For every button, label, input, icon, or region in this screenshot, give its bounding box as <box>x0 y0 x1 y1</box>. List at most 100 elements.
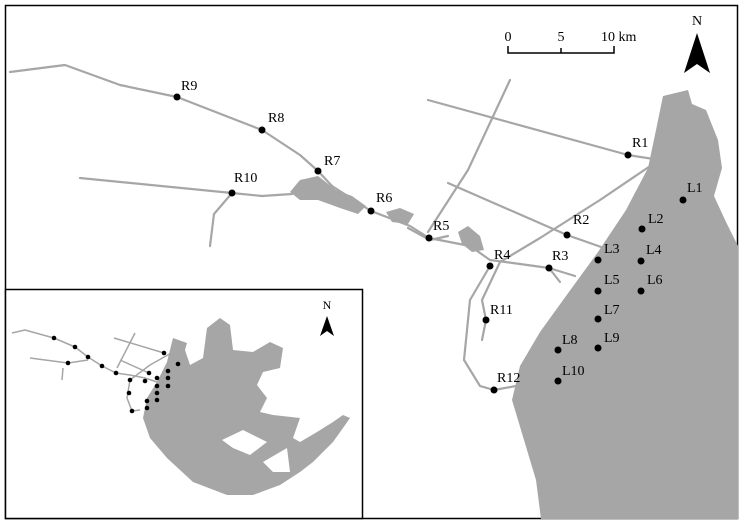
inset-north-arrow-icon: N <box>320 298 334 336</box>
inset-station-marker <box>51 335 57 341</box>
station-label: R2 <box>573 213 589 228</box>
inset-lake-polygon <box>143 318 350 495</box>
station-r5: R5 <box>425 219 449 242</box>
inset-station-marker <box>144 405 150 411</box>
station-r11: R11 <box>482 303 513 324</box>
inset-station-marker <box>65 360 71 366</box>
station-label: L10 <box>562 364 585 379</box>
inset-station-marker <box>142 378 148 384</box>
station-l8: L8 <box>554 333 578 354</box>
station-l7: L7 <box>594 303 620 323</box>
station-marker <box>545 264 553 272</box>
scale-tick-0: 0 <box>505 30 512 45</box>
station-label: R1 <box>632 136 648 151</box>
station-label: L7 <box>604 303 620 318</box>
station-marker <box>594 256 602 264</box>
north-label: N <box>692 14 702 29</box>
station-marker <box>425 234 433 242</box>
river-line <box>330 184 577 278</box>
scale-tick-5: 5 <box>558 30 565 45</box>
river-line <box>426 78 512 234</box>
station-marker <box>594 287 602 295</box>
station-l5: L5 <box>594 273 620 295</box>
station-marker <box>638 225 646 233</box>
station-r10: R10 <box>228 171 257 197</box>
river-line <box>208 191 234 248</box>
station-r9: R9 <box>173 79 197 101</box>
north-arrow-icon: N <box>684 14 710 73</box>
station-marker <box>594 315 602 323</box>
station-marker <box>554 377 562 385</box>
station-l9: L9 <box>594 331 620 352</box>
station-marker <box>637 257 645 265</box>
station-label: R6 <box>376 191 392 206</box>
station-l10: L10 <box>554 364 585 385</box>
inset-station-marker <box>129 408 135 414</box>
station-r3: R3 <box>545 249 568 272</box>
station-label: R9 <box>181 79 197 94</box>
station-marker <box>637 287 645 295</box>
station-r8: R8 <box>258 111 284 134</box>
inset-river-line <box>61 367 64 381</box>
station-label: L9 <box>604 331 620 346</box>
station-label: L4 <box>646 243 662 258</box>
station-marker <box>554 346 562 354</box>
inset-station-marker <box>144 398 150 404</box>
inset-river-line <box>119 359 150 374</box>
river-line <box>462 264 518 392</box>
inset-station-marker <box>154 383 160 389</box>
station-marker <box>367 207 375 215</box>
station-marker <box>173 93 181 101</box>
station-marker <box>228 189 236 197</box>
inset-river-line <box>116 332 136 369</box>
station-label: R12 <box>497 371 520 386</box>
inset-island <box>222 430 267 455</box>
station-marker <box>482 316 490 324</box>
station-marker <box>486 262 494 270</box>
station-l3: L3 <box>594 242 620 264</box>
station-marker <box>594 344 602 352</box>
inset-station-marker <box>165 383 171 389</box>
station-label: L1 <box>687 181 703 196</box>
inset-station-marker <box>126 390 132 396</box>
station-marker <box>258 126 266 134</box>
station-label: R10 <box>234 171 257 186</box>
station-marker <box>624 151 632 159</box>
station-r4: R4 <box>486 248 510 270</box>
station-marker <box>679 196 687 204</box>
station-label: L3 <box>604 242 620 257</box>
scale-bar: 0 5 10 km <box>505 30 637 54</box>
inset-station-marker <box>72 344 78 350</box>
station-label: R7 <box>324 154 340 169</box>
inset-station-marker <box>175 361 181 367</box>
station-label: R3 <box>552 249 568 264</box>
station-label: L6 <box>647 273 663 288</box>
inset-station-marker <box>154 397 160 403</box>
station-label: R8 <box>268 111 284 126</box>
station-label: R11 <box>490 303 513 318</box>
station-l6: L6 <box>637 273 663 295</box>
scale-tick-10: 10 km <box>601 30 637 45</box>
station-r7: R7 <box>314 154 340 175</box>
inset-station-marker <box>127 377 133 383</box>
inset-station-marker <box>146 370 152 376</box>
inset-station-marker <box>165 368 171 374</box>
station-r6: R6 <box>367 191 392 215</box>
inset-station-marker <box>165 375 171 381</box>
station-marker <box>314 167 322 175</box>
inset-island <box>263 448 290 472</box>
inset-station-marker <box>154 390 160 396</box>
inset-station-marker <box>154 375 160 381</box>
sampling-stations: R1 R2 R3 R4 R5 R6 R7 R8 R9 R10 R11 R12 L1 L2 L3 L4 L5 L6 L… <box>173 79 703 394</box>
inset-north-label: N <box>323 298 332 312</box>
station-l1: L1 <box>679 181 703 204</box>
station-l4: L4 <box>637 243 662 265</box>
lagoon-polygon <box>290 176 366 214</box>
inset-station-marker <box>85 354 91 360</box>
station-l2: L2 <box>638 212 664 233</box>
station-label: R4 <box>494 248 510 263</box>
station-label: L5 <box>604 273 620 288</box>
station-label: R5 <box>433 219 449 234</box>
station-marker <box>563 231 571 239</box>
